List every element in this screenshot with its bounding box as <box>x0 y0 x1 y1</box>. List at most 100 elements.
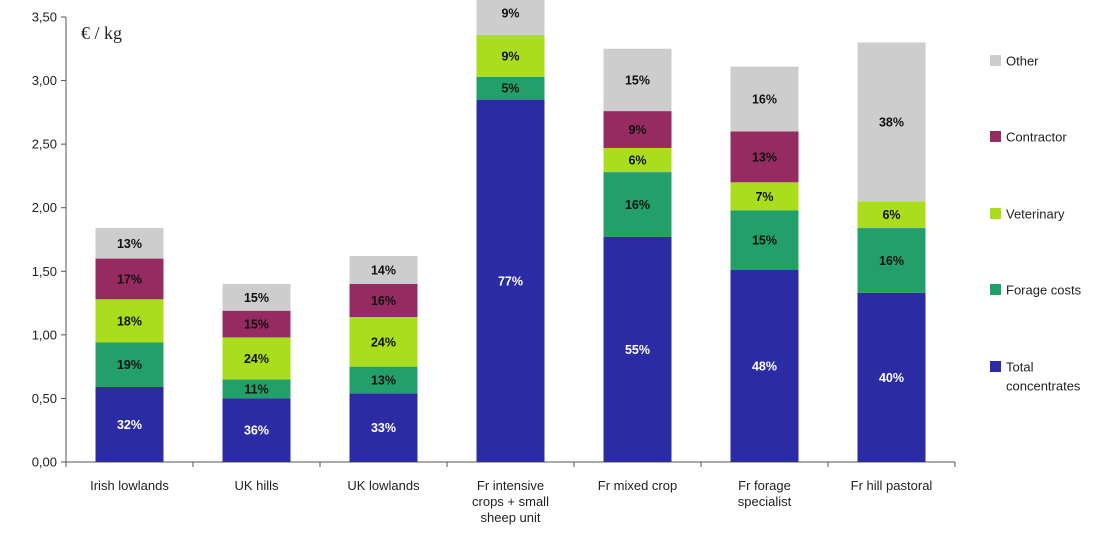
data-label: 15% <box>752 234 777 248</box>
bar-segment-total-concentrates <box>857 292 926 462</box>
bar-segment-other <box>603 48 672 112</box>
bar-segment-veterinary <box>476 34 545 77</box>
bar-segment-forage-costs <box>476 76 545 100</box>
bar-segment-other <box>349 256 418 284</box>
bar-segment-forage-costs <box>730 210 799 271</box>
x-tick-label: Fr forage specialist <box>738 478 792 509</box>
bar-segment-forage-costs <box>349 366 418 394</box>
bar-segment-other <box>476 0 545 35</box>
bar-segment-veterinary <box>857 201 926 229</box>
legend-swatch <box>990 55 1001 66</box>
x-tick-label: UK hills <box>234 478 279 493</box>
data-label: 9% <box>501 7 519 21</box>
legend-swatch <box>990 131 1001 142</box>
bar-segment-veterinary <box>349 317 418 367</box>
y-tick-label: 0,50 <box>32 391 57 406</box>
bar-segment-veterinary <box>603 147 672 173</box>
data-label: 13% <box>752 150 777 164</box>
bar-segment-total-concentrates <box>730 270 799 462</box>
bar-segment-veterinary <box>730 182 799 211</box>
data-label: 15% <box>244 291 269 305</box>
bar-stack: 40% 16% 6% 38% <box>857 42 926 462</box>
bar-segment-total-concentrates <box>349 393 418 462</box>
data-label: 24% <box>244 352 269 366</box>
legend-item: Total concentrates <box>990 360 1081 394</box>
bar-stack: 32% 19% 18% 17% 13% <box>95 228 164 462</box>
unit-label: € / kg <box>81 23 122 43</box>
data-label: 16% <box>879 254 904 268</box>
bar-stack: 36% 11% 24% 15% 15% <box>222 284 291 462</box>
bar-segment-other <box>730 66 799 132</box>
data-label: 16% <box>625 198 650 212</box>
legend-item: Veterinary <box>990 207 1065 222</box>
bar-segment-other <box>857 42 926 202</box>
x-tick-label: UK lowlands <box>347 478 420 493</box>
bar-segment-contractor <box>222 310 291 338</box>
data-label: 17% <box>117 272 142 286</box>
bar-stack: 48% 15% 7% 13% 16% <box>730 66 799 462</box>
legend-swatch <box>990 208 1001 219</box>
legend-label: Forage costs <box>1006 283 1082 298</box>
legend-item: Forage costs <box>990 283 1082 298</box>
bar-segment-veterinary <box>222 337 291 380</box>
y-axis: 0,00 0,50 1,00 1,50 2,00 2,50 3,00 3,50 <box>32 10 67 470</box>
bar-stack: 77% 5% 9% 9% <box>476 0 545 463</box>
data-label: 38% <box>879 115 904 129</box>
bar-segment-contractor <box>349 284 418 318</box>
data-label: 13% <box>117 237 142 251</box>
bar-segment-forage-costs <box>603 172 672 237</box>
data-label: 36% <box>244 424 269 438</box>
data-label: 16% <box>752 93 777 107</box>
legend-swatch <box>990 284 1001 295</box>
data-label: 77% <box>498 274 523 288</box>
bars: 32% 19% 18% 17% 13% 36% 11% 24% 15% 15% 33% 13% 24% 1… <box>95 0 926 463</box>
legend-item: Contractor <box>990 130 1067 145</box>
bar-segment-forage-costs <box>222 379 291 399</box>
data-label: 40% <box>879 371 904 385</box>
bar-segment-veterinary <box>95 299 164 343</box>
data-label: 6% <box>628 154 646 168</box>
data-label: 18% <box>117 314 142 328</box>
x-tick-label: Irish lowlands <box>90 478 169 493</box>
legend-label: Other <box>1006 54 1039 69</box>
data-label: 7% <box>755 190 773 204</box>
y-tick-label: 1,00 <box>32 327 57 342</box>
legend-label: Total concentrates <box>1006 360 1081 394</box>
data-label: 15% <box>625 73 650 87</box>
bar-segment-contractor <box>730 131 799 183</box>
data-label: 48% <box>752 360 777 374</box>
bar-segment-other <box>95 228 164 259</box>
x-tick-label: Fr mixed crop <box>598 478 677 493</box>
bar-segment-total-concentrates <box>222 398 291 462</box>
data-label: 11% <box>244 382 268 396</box>
y-tick-label: 2,00 <box>32 200 57 215</box>
x-tick-label: Fr hill pastoral <box>851 478 933 493</box>
data-label: 15% <box>244 318 269 332</box>
data-label: 13% <box>371 373 396 387</box>
legend: Other Contractor Veterinary Forage costs Tot… <box>990 54 1082 394</box>
legend-label: Contractor <box>1006 130 1067 145</box>
bar-segment-total-concentrates <box>476 99 545 463</box>
data-label: 6% <box>882 208 900 222</box>
data-label: 16% <box>371 294 396 308</box>
bar-segment-forage-costs <box>95 342 164 387</box>
data-label: 33% <box>371 421 396 435</box>
data-label: 55% <box>625 343 650 357</box>
bar-segment-other <box>222 284 291 311</box>
bar-segment-total-concentrates <box>95 386 164 462</box>
x-tick-label: Fr intensive crops + small sheep unit <box>472 478 549 525</box>
y-tick-label: 3,50 <box>32 10 57 25</box>
legend-item: Other <box>990 54 1039 69</box>
bar-segment-contractor <box>95 258 164 300</box>
bar-stack: 55% 16% 6% 9% 15% <box>603 48 672 462</box>
y-tick-label: 2,50 <box>32 137 57 152</box>
bar-segment-forage-costs <box>857 228 926 293</box>
data-label: 9% <box>628 123 646 137</box>
x-axis: Irish lowlands UK hills UK lowlands Fr inte… <box>65 461 956 525</box>
data-label: 24% <box>371 335 396 349</box>
bar-segment-total-concentrates <box>603 236 672 462</box>
y-tick-label: 0,00 <box>32 455 57 470</box>
y-tick-label: 3,00 <box>32 73 57 88</box>
legend-swatch <box>990 361 1001 372</box>
